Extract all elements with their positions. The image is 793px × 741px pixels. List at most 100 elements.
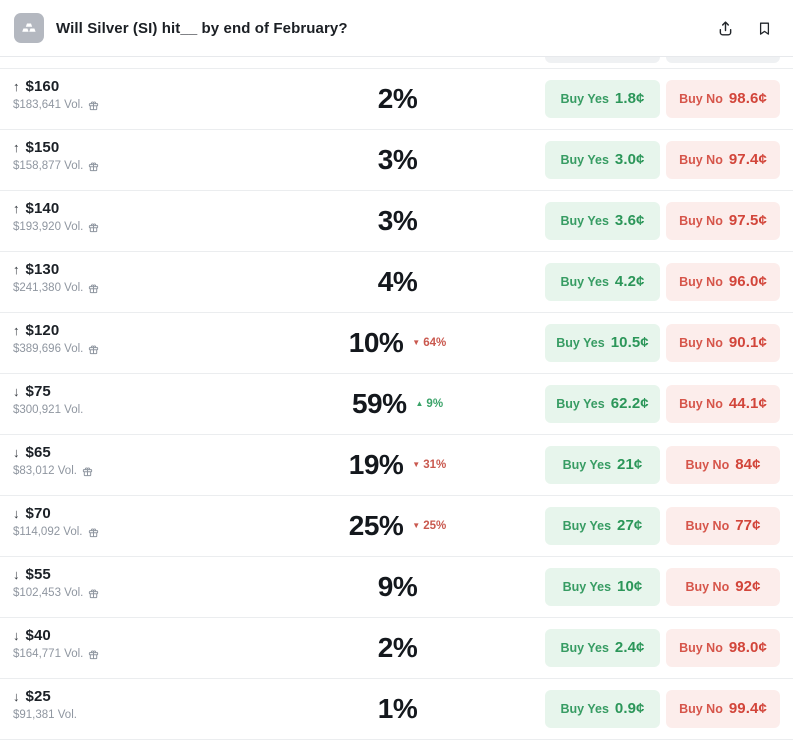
chance-percent: 19% bbox=[348, 449, 404, 480]
change-triangle-icon: ▼ bbox=[412, 521, 421, 530]
volume-label: $241,380 Vol. bbox=[13, 282, 84, 294]
chance-cell: 1% bbox=[300, 679, 495, 739]
outcome-row: ↓ $75 $300,921 Vol. 59% ▲ 9% bbox=[0, 374, 793, 435]
volume-label: $183,641 Vol. bbox=[13, 99, 84, 111]
market-header: Will Silver (SI) hit__ by end of Februar… bbox=[0, 0, 793, 57]
direction-arrow-icon: ↓ bbox=[13, 445, 20, 460]
buy-yes-button[interactable]: Buy Yes 3.6¢ bbox=[545, 202, 660, 240]
direction-arrow-icon: ↑ bbox=[13, 140, 20, 155]
buy-yes-label: Buy Yes bbox=[560, 641, 609, 655]
outcome-info: ↑ $120 $389,696 Vol. bbox=[13, 322, 99, 355]
direction-arrow-icon: ↓ bbox=[13, 628, 20, 643]
buy-no-label: Buy No bbox=[679, 336, 723, 350]
volume-label: $91,381 Vol. bbox=[13, 709, 77, 721]
direction-arrow-icon: ↓ bbox=[13, 567, 20, 582]
buy-yes-button[interactable]: Buy Yes 2.4¢ bbox=[545, 629, 660, 667]
buy-yes-button[interactable]: Buy Yes 1.8¢ bbox=[545, 80, 660, 118]
chance-percent: 10% bbox=[348, 327, 404, 358]
rewards-gift-icon bbox=[88, 161, 99, 172]
buy-no-price: 84¢ bbox=[735, 456, 761, 473]
outcome-row: ↑ $150 $158,877 Vol. 3% bbox=[0, 130, 793, 191]
chance-cell: 10% ▼ 64% bbox=[300, 313, 495, 373]
buy-yes-price: 4.2¢ bbox=[614, 273, 645, 290]
volume-label: $389,696 Vol. bbox=[13, 343, 84, 355]
outcome-row: ↓ $55 $102,453 Vol. 9% bbox=[0, 557, 793, 618]
buy-no-button[interactable]: Buy No 96.0¢ bbox=[666, 263, 780, 301]
outcome-row: ↑ $130 $241,380 Vol. 4% bbox=[0, 252, 793, 313]
chance-cell: 3% bbox=[300, 130, 495, 190]
outcome-strike-label: $70 bbox=[25, 505, 51, 522]
rewards-gift-icon bbox=[88, 222, 99, 233]
buy-yes-button[interactable]: Buy Yes 62.2¢ bbox=[545, 385, 660, 423]
chance-percent: 3% bbox=[377, 144, 418, 175]
buy-yes-label: Buy Yes bbox=[560, 153, 609, 167]
buy-no-label: Buy No bbox=[685, 519, 730, 533]
buy-yes-button[interactable]: Buy Yes 10¢ bbox=[545, 568, 660, 606]
outcome-row: ↓ $65 $83,012 Vol. 19% ▼ 31% bbox=[0, 435, 793, 496]
buy-no-label: Buy No bbox=[679, 153, 723, 167]
chance-change-badge: ▼ 31% bbox=[412, 459, 446, 471]
buy-no-button[interactable]: Buy No 98.6¢ bbox=[666, 80, 780, 118]
chance-percent: 1% bbox=[377, 693, 418, 724]
outcome-strike-label: $55 bbox=[25, 566, 51, 583]
volume-label: $164,771 Vol. bbox=[13, 648, 84, 660]
buy-no-button[interactable]: Buy No 99.4¢ bbox=[666, 690, 780, 728]
outcome-strike-label: $140 bbox=[25, 200, 60, 217]
buy-no-label: Buy No bbox=[685, 580, 730, 594]
chance-change-badge: ▲ 9% bbox=[416, 398, 444, 410]
direction-arrow-icon: ↓ bbox=[13, 689, 20, 704]
buy-no-price: 90.1¢ bbox=[728, 334, 767, 351]
rewards-gift-icon bbox=[88, 649, 99, 660]
outcome-info: ↓ $75 $300,921 Vol. bbox=[13, 383, 83, 416]
chance-percent: 4% bbox=[377, 266, 418, 297]
outcome-strike-label: $40 bbox=[25, 627, 51, 644]
outcome-info: ↓ $40 $164,771 Vol. bbox=[13, 627, 99, 660]
buy-no-button[interactable]: Buy No 92¢ bbox=[666, 568, 780, 606]
outcome-info: ↓ $65 $83,012 Vol. bbox=[13, 444, 93, 477]
outcome-strike-label: $75 bbox=[25, 383, 51, 400]
buy-no-button[interactable]: Buy No 84¢ bbox=[666, 446, 780, 484]
volume-label: $102,453 Vol. bbox=[13, 587, 84, 599]
chance-percent: 59% bbox=[351, 388, 407, 419]
direction-arrow-icon: ↓ bbox=[13, 384, 20, 399]
buy-yes-button[interactable]: Buy Yes 21¢ bbox=[545, 446, 660, 484]
outcome-strike-label: $65 bbox=[25, 444, 51, 461]
buy-no-button[interactable]: Buy No 77¢ bbox=[666, 507, 780, 545]
volume-label: $193,920 Vol. bbox=[13, 221, 84, 233]
buy-no-button[interactable]: Buy No 44.1¢ bbox=[666, 385, 780, 423]
bookmark-icon[interactable] bbox=[753, 17, 775, 39]
buy-yes-button[interactable]: Buy Yes 4.2¢ bbox=[545, 263, 660, 301]
volume-label: $300,921 Vol. bbox=[13, 404, 84, 416]
volume-label: $83,012 Vol. bbox=[13, 465, 77, 477]
chance-cell: 2% bbox=[300, 69, 495, 129]
buy-no-button[interactable]: Buy No 97.4¢ bbox=[666, 141, 780, 179]
buy-no-price: 44.1¢ bbox=[728, 395, 767, 412]
buy-yes-button[interactable]: Buy Yes 27¢ bbox=[545, 507, 660, 545]
outcome-row: ↑ $120 $389,696 Vol. 10% ▼ 64% bbox=[0, 313, 793, 374]
outcome-info: ↑ $140 $193,920 Vol. bbox=[13, 200, 99, 233]
buy-no-button[interactable]: Buy No 97.5¢ bbox=[666, 202, 780, 240]
outcome-strike-label: $25 bbox=[25, 688, 51, 705]
buy-yes-price: 2.4¢ bbox=[614, 639, 645, 656]
buy-no-price: 96.0¢ bbox=[728, 273, 767, 290]
buy-no-label: Buy No bbox=[679, 275, 723, 289]
change-triangle-icon: ▲ bbox=[415, 399, 424, 408]
change-value: 25% bbox=[423, 520, 447, 532]
outcome-strike-label: $120 bbox=[25, 322, 60, 339]
buy-no-price: 92¢ bbox=[735, 578, 761, 595]
chance-percent: 25% bbox=[348, 510, 404, 541]
buy-yes-label: Buy Yes bbox=[556, 397, 605, 411]
rewards-gift-icon bbox=[88, 100, 99, 111]
buy-yes-button[interactable]: Buy Yes 3.0¢ bbox=[545, 141, 660, 179]
direction-arrow-icon: ↓ bbox=[13, 506, 20, 521]
buy-no-button[interactable]: Buy No 98.0¢ bbox=[666, 629, 780, 667]
chance-cell: 9% bbox=[300, 557, 495, 617]
outcome-strike-label: $150 bbox=[25, 139, 60, 156]
buy-yes-button[interactable]: Buy Yes 0.9¢ bbox=[545, 690, 660, 728]
outcome-info: ↑ $160 $183,641 Vol. bbox=[13, 78, 99, 111]
direction-arrow-icon: ↑ bbox=[13, 79, 20, 94]
buy-yes-button[interactable]: Buy Yes 10.5¢ bbox=[545, 324, 660, 362]
buy-yes-label: Buy Yes bbox=[562, 458, 612, 472]
buy-no-button[interactable]: Buy No 90.1¢ bbox=[666, 324, 780, 362]
share-icon[interactable] bbox=[714, 17, 736, 39]
